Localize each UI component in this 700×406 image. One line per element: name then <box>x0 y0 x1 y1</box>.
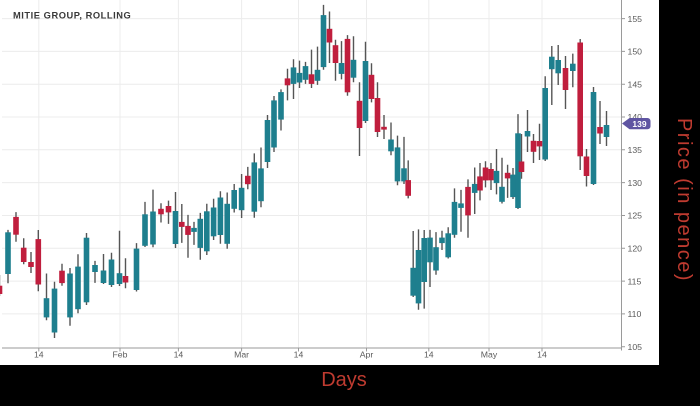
svg-text:May: May <box>481 350 498 360</box>
svg-text:139: 139 <box>632 119 646 129</box>
svg-text:Mar: Mar <box>234 350 249 360</box>
svg-text:135: 135 <box>628 145 643 155</box>
svg-text:Days: Days <box>321 369 367 391</box>
svg-text:150: 150 <box>628 47 643 57</box>
svg-text:14: 14 <box>537 350 547 360</box>
svg-text:14: 14 <box>34 350 44 360</box>
svg-text:140: 140 <box>628 112 643 122</box>
svg-text:14: 14 <box>174 350 184 360</box>
svg-text:MITIE GROUP, ROLLING: MITIE GROUP, ROLLING <box>13 11 131 21</box>
svg-text:145: 145 <box>628 79 643 89</box>
svg-text:14: 14 <box>424 350 434 360</box>
svg-text:14: 14 <box>294 350 304 360</box>
svg-text:Feb: Feb <box>113 350 128 360</box>
svg-text:Apr: Apr <box>360 350 374 360</box>
svg-text:Price (in pence): Price (in pence) <box>673 118 695 282</box>
svg-text:105: 105 <box>628 342 643 352</box>
svg-text:155: 155 <box>628 14 643 24</box>
svg-text:130: 130 <box>628 178 643 188</box>
svg-text:120: 120 <box>628 244 643 254</box>
svg-text:125: 125 <box>628 211 643 221</box>
svg-text:115: 115 <box>628 276 642 286</box>
svg-text:110: 110 <box>628 309 642 319</box>
